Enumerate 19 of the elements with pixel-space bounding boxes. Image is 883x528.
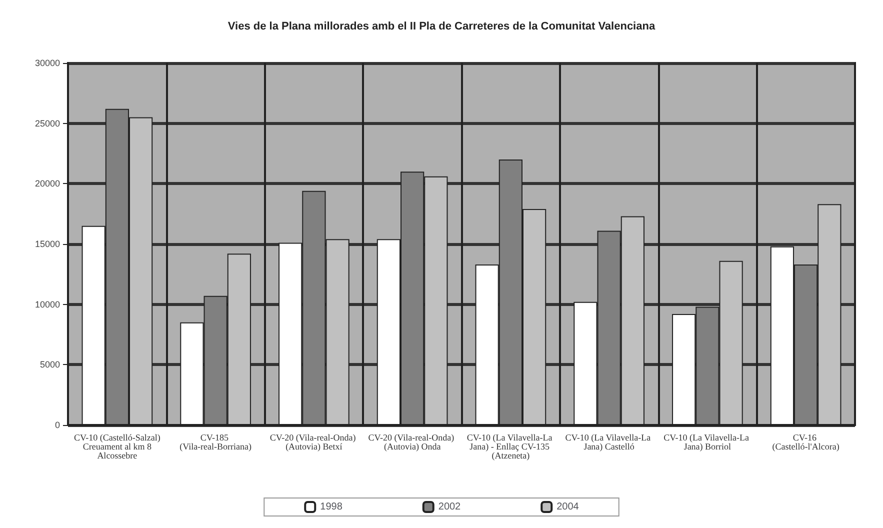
x-tick-label: CV-20 (Vila-real-Onda) (Autovia) Betxí <box>270 432 358 452</box>
y-tick-label: 15000 <box>34 239 60 249</box>
x-tick-label: CV-20 (Vila-real-Onda) (Autovia) Onda <box>368 432 456 452</box>
chart-title: Vies de la Plana millorades amb el II Pla de Carreteres de la Comunitat Valenciana <box>228 20 656 32</box>
x-tick-label: CV-10 (La Vilavella-La Jana) Castelló <box>565 432 653 452</box>
x-tick-label: CV-16 (Castelló-l'Alcora) <box>772 432 840 452</box>
x-tick-label: CV-10 (La Vilavella-La Jana) - Enllaç CV-135 (Atzeneta) <box>466 432 555 460</box>
x-tick-label: CV-185 (Vila-real-Borriana) <box>180 432 252 452</box>
y-tick-label: 30000 <box>34 58 60 68</box>
legend-label: 2002 <box>438 502 462 512</box>
x-tick-label: CV-10 (Castelló-Salzal) Creuament al km 8 Alcossebre <box>74 432 160 460</box>
x-tick-label: CV-10 (La Vilavella-La Jana) Borriol <box>664 432 752 452</box>
y-tick-label: 10000 <box>34 299 60 310</box>
legend-label: 1998 <box>320 502 343 512</box>
legend-label: 2004 <box>556 502 580 512</box>
y-tick-label: 5000 <box>40 360 60 370</box>
y-tick-label: 0 <box>54 420 60 430</box>
y-tick-label: 25000 <box>34 118 60 128</box>
y-tick-label: 20000 <box>34 178 60 189</box>
